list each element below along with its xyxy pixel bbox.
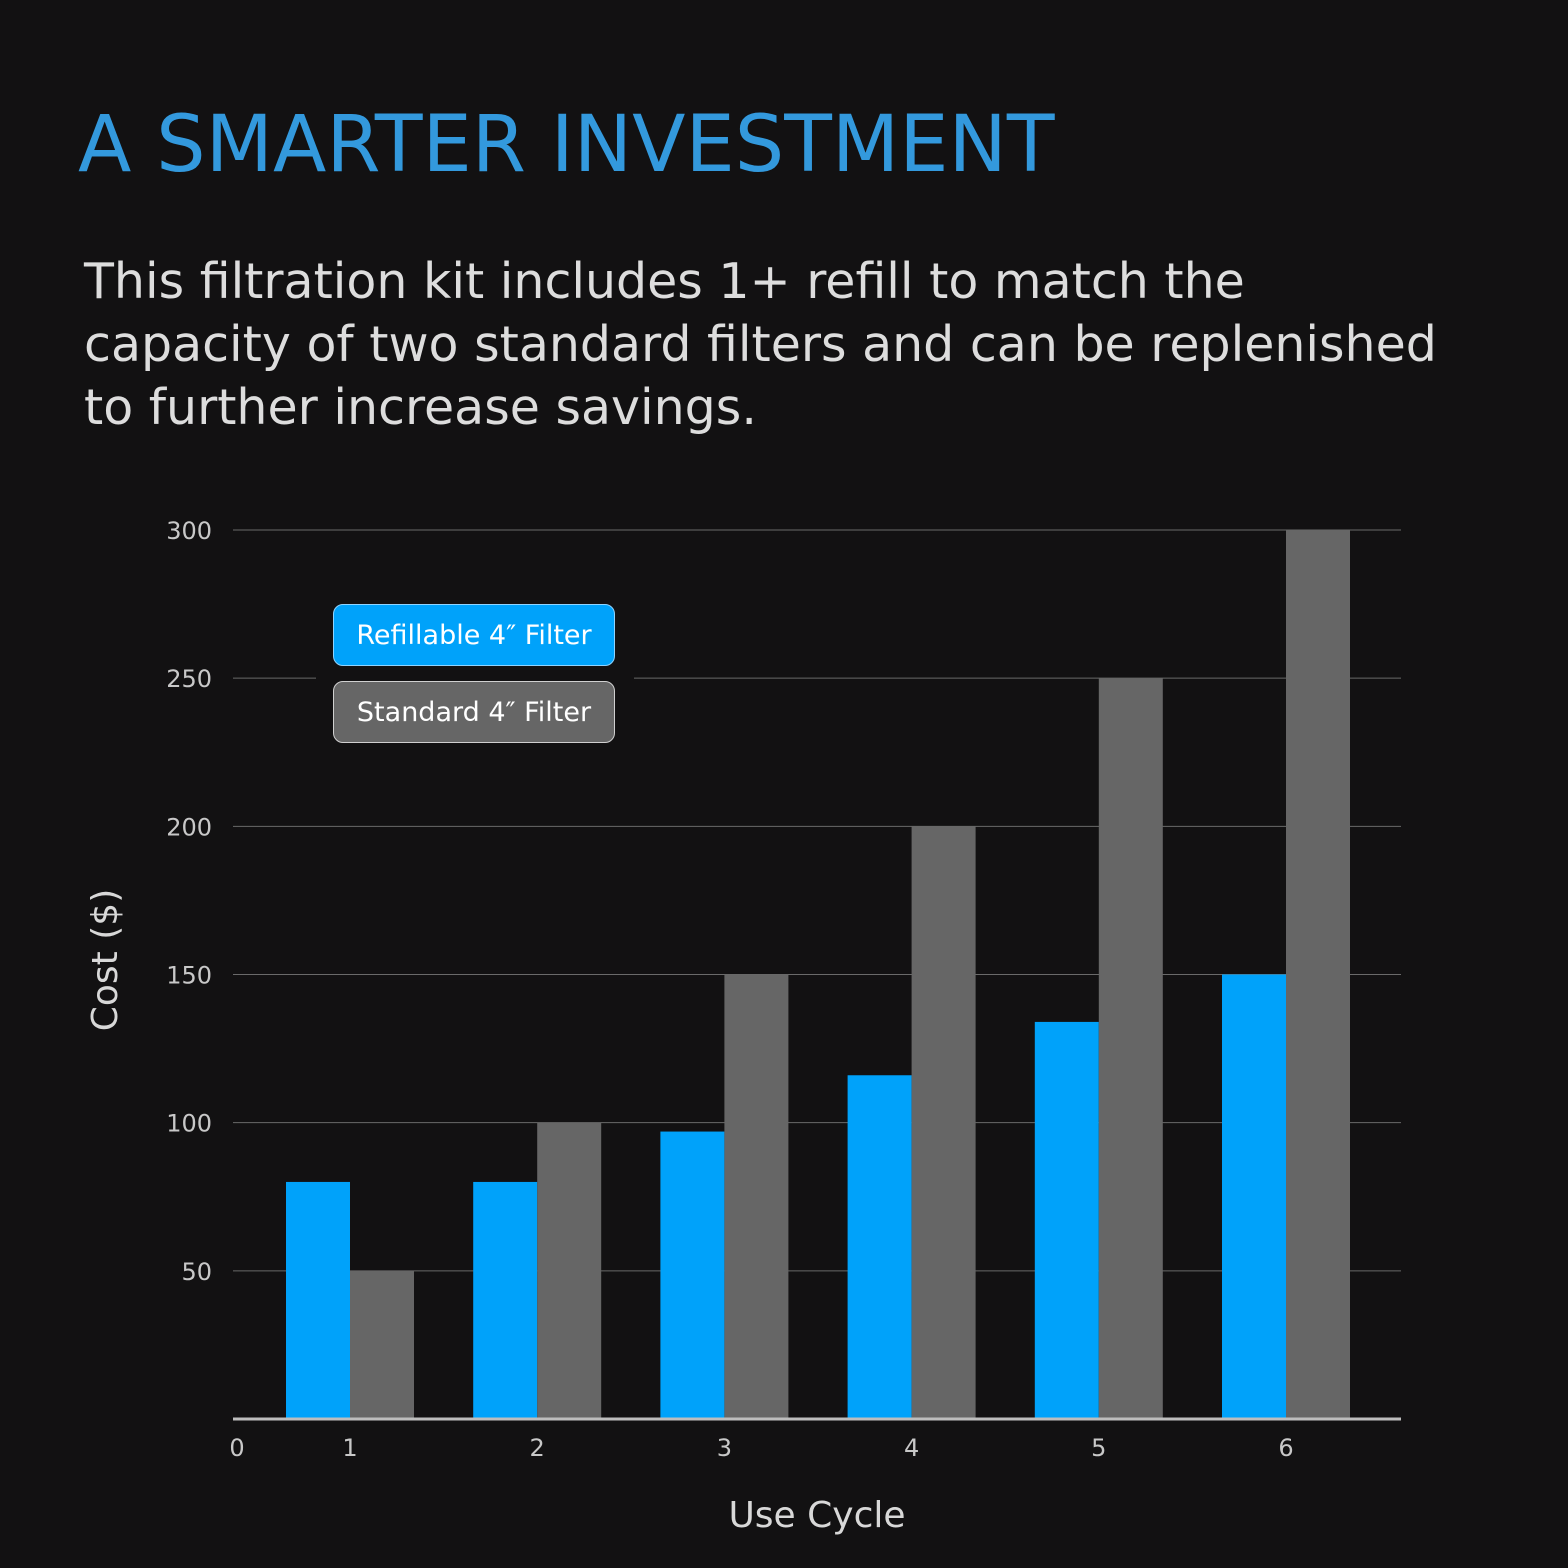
y-tick-label-300: 300 — [166, 517, 212, 545]
bar-refillable-cycle-3 — [660, 1131, 725, 1419]
y-tick-label-100: 100 — [166, 1110, 212, 1138]
bar-refillable-cycle-4 — [847, 1075, 912, 1419]
x-tick-label-5: 5 — [1091, 1434, 1106, 1462]
bar-refillable-cycle-6 — [1222, 974, 1286, 1419]
legend-standard-label: Standard 4″ Filter — [356, 696, 592, 728]
y-tick-label-200: 200 — [166, 813, 212, 841]
y-tick-labels: 50 100 150 200 250 300 — [166, 517, 212, 1286]
bar-standard-cycle-5 — [1098, 678, 1163, 1419]
bar-standard-cycle-4 — [911, 826, 976, 1419]
y-tick-label-250: 250 — [166, 665, 212, 693]
y-tick-label-50: 50 — [181, 1258, 212, 1286]
legend-refillable: Refillable 4″ Filter — [333, 604, 615, 666]
y-tick-label-150: 150 — [166, 962, 212, 990]
headline: A SMARTER INVESTMENT — [78, 100, 1055, 190]
legend-refillable-label: Refillable 4″ Filter — [356, 619, 592, 651]
grid-lines — [233, 529, 1401, 1272]
bar-refillable-cycle-1 — [286, 1181, 350, 1419]
bar-standard-cycle-6 — [1286, 530, 1350, 1419]
x-axis-title: Use Cycle — [728, 1495, 905, 1536]
x-tick-labels: 1 2 3 4 5 6 — [342, 1434, 1293, 1462]
bar-refillable-cycle-2 — [473, 1181, 538, 1419]
bar-standard-cycle-2 — [537, 1122, 602, 1419]
bar-refillable-cycle-5 — [1034, 1021, 1099, 1419]
x-tick-label-1: 1 — [342, 1434, 357, 1462]
bar-standard-cycle-3 — [724, 974, 789, 1419]
x-tick-label-3: 3 — [717, 1434, 732, 1462]
x-tick-label-4: 4 — [904, 1434, 919, 1462]
intro-text: This filtration kit includes 1+ refill t… — [84, 253, 1437, 436]
bars — [286, 530, 1350, 1419]
x-tick-label-6: 6 — [1278, 1434, 1293, 1462]
x-tick-label-2: 2 — [530, 1434, 545, 1462]
bar-standard-cycle-1 — [350, 1270, 414, 1419]
y-axis-title: Cost ($) — [85, 889, 126, 1031]
legend-standard: Standard 4″ Filter — [333, 681, 615, 743]
x-axis-origin-label: 0 — [229, 1434, 244, 1462]
